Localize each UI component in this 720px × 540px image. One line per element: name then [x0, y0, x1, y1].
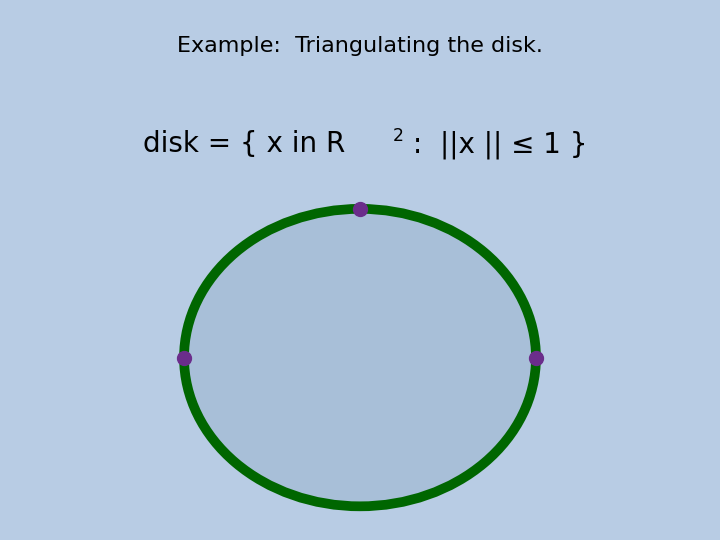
Ellipse shape [184, 209, 536, 507]
Point [530, 353, 541, 362]
Text: :  ||x || ≤ 1 }: : ||x || ≤ 1 } [404, 130, 588, 159]
Text: Example:  Triangulating the disk.: Example: Triangulating the disk. [177, 36, 543, 56]
Text: disk = { x in R: disk = { x in R [143, 130, 346, 158]
Text: 2: 2 [392, 127, 403, 145]
Point [354, 205, 366, 213]
Point [179, 353, 190, 362]
